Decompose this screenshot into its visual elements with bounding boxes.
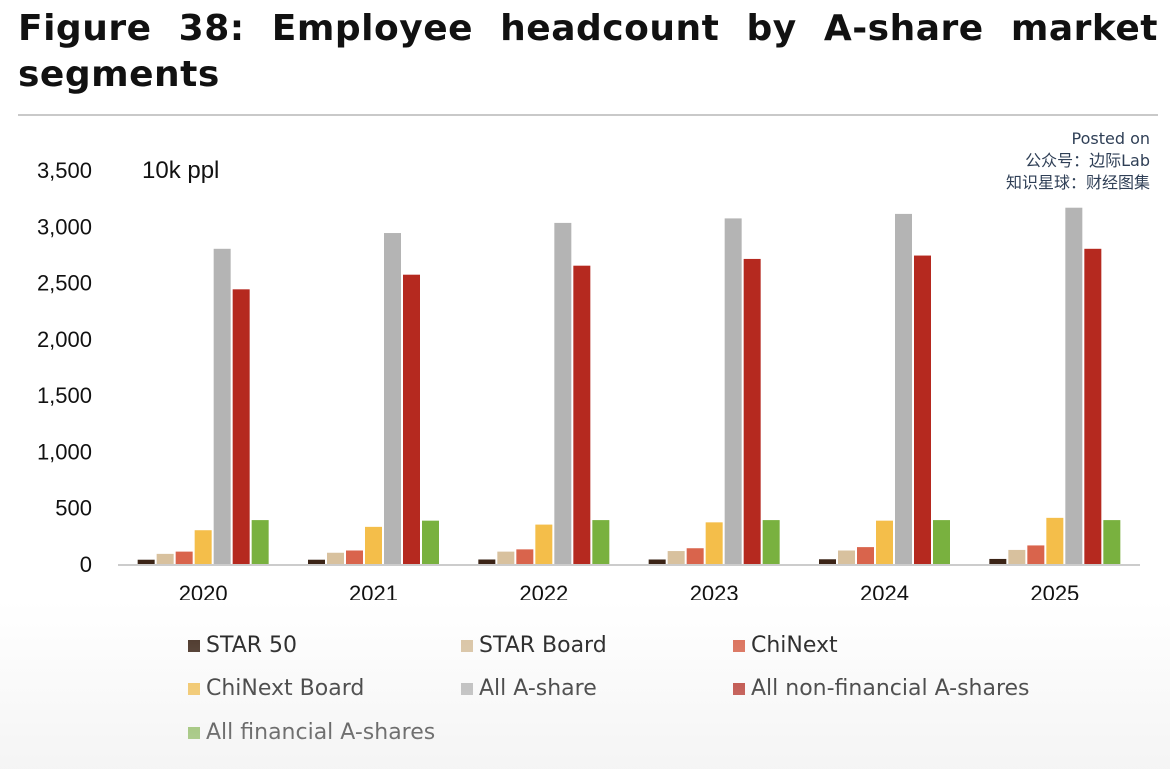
bar [667, 551, 685, 564]
legend-item: ChiNext Board [188, 676, 364, 701]
bar [819, 559, 836, 564]
bar [384, 233, 401, 564]
legend-item: All non-financial A-shares [733, 676, 1030, 701]
legend-item: STAR Board [461, 633, 607, 658]
x-tick-label: 2020 [179, 581, 228, 600]
y-axis: 0 500 1,000 1,500 2,000 2,500 3,000 3,500 [37, 158, 1140, 577]
watermark: Posted on 公众号：边际Lab 知识星球：财经图集 [1006, 128, 1150, 194]
legend-swatch [461, 639, 473, 652]
bar [648, 559, 666, 564]
legend-item: All financial A-shares [188, 720, 435, 745]
bar [327, 552, 344, 564]
legend-swatch [188, 639, 200, 652]
bar [251, 520, 269, 564]
y-tick-label: 1,000 [37, 439, 92, 464]
legend-swatch [188, 682, 200, 695]
legend-label: All financial A-shares [206, 720, 436, 745]
legend-item: STAR 50 [188, 633, 297, 658]
figure-title: Figure 38: Employee headcount by A-share… [18, 8, 1158, 95]
bar [346, 550, 363, 564]
legend-swatch [733, 682, 745, 695]
y-tick-label: 3,500 [37, 158, 92, 183]
y-unit-label: 10k ppl [142, 157, 219, 184]
bar [1027, 545, 1045, 564]
bar [137, 559, 155, 564]
bar [876, 520, 893, 564]
bar [838, 550, 855, 564]
bar [724, 218, 742, 565]
bar [175, 551, 193, 564]
legend-swatch [733, 639, 745, 652]
x-tick-label: 2023 [690, 581, 739, 600]
y-tick-label: 3,000 [37, 214, 92, 239]
legend-label: All non-financial A-shares [751, 676, 1030, 701]
bar [914, 255, 931, 564]
legend-swatch [461, 682, 473, 695]
watermark-line-2: 公众号：边际Lab [1025, 151, 1150, 170]
y-tick-label: 0 [80, 552, 92, 577]
x-axis: 2020 2021 2022 2023 2024 2025 [179, 581, 1080, 600]
watermark-line-3: 知识星球：财经图集 [1005, 173, 1150, 192]
watermark-line-1: Posted on [1071, 129, 1151, 148]
bar [1103, 520, 1121, 564]
bar [213, 248, 231, 565]
bar [156, 553, 174, 564]
y-tick-label: 500 [55, 496, 92, 521]
bar [857, 547, 874, 564]
legend-swatch [188, 726, 200, 739]
legend-label: ChiNext Board [206, 676, 365, 701]
bar-series-group [137, 207, 1121, 565]
x-tick-label: 2022 [519, 581, 568, 600]
legend-item: ChiNext [733, 633, 838, 658]
bar [535, 524, 553, 564]
bar [554, 222, 572, 564]
bar [705, 522, 723, 564]
bar [516, 549, 534, 564]
bar [686, 548, 704, 564]
bar [1046, 517, 1064, 564]
bar [232, 289, 250, 564]
legend-label: All A-share [479, 676, 597, 701]
x-tick-label: 2024 [860, 581, 909, 600]
bar [1065, 207, 1083, 564]
bar [403, 274, 420, 564]
legend-label: STAR Board [479, 633, 607, 658]
bar [573, 265, 591, 564]
bar [1008, 549, 1026, 564]
bar [592, 520, 610, 564]
bar [478, 559, 496, 564]
bar [308, 559, 325, 564]
headcount-bar-chart: 10k ppl 0 500 1,000 1,500 2,000 2,500 3,000 3,5… [37, 157, 1140, 600]
legend-label: ChiNext [751, 633, 838, 658]
x-tick-label: 2021 [349, 581, 398, 600]
bar [743, 258, 761, 564]
bar [194, 530, 212, 564]
bar [1084, 248, 1102, 565]
legend-item: All A-share [461, 676, 597, 701]
legend-label: STAR 50 [206, 633, 298, 658]
x-tick-label: 2025 [1030, 581, 1079, 600]
title-divider [18, 114, 1158, 116]
bar [933, 520, 950, 564]
bar [422, 520, 439, 564]
bar [762, 520, 780, 564]
y-tick-label: 1,500 [37, 383, 92, 408]
y-tick-label: 2,000 [37, 327, 92, 352]
bar [365, 526, 382, 564]
y-tick-label: 2,500 [37, 271, 92, 296]
bar [895, 213, 912, 564]
bar [497, 551, 515, 564]
bar [989, 558, 1007, 564]
